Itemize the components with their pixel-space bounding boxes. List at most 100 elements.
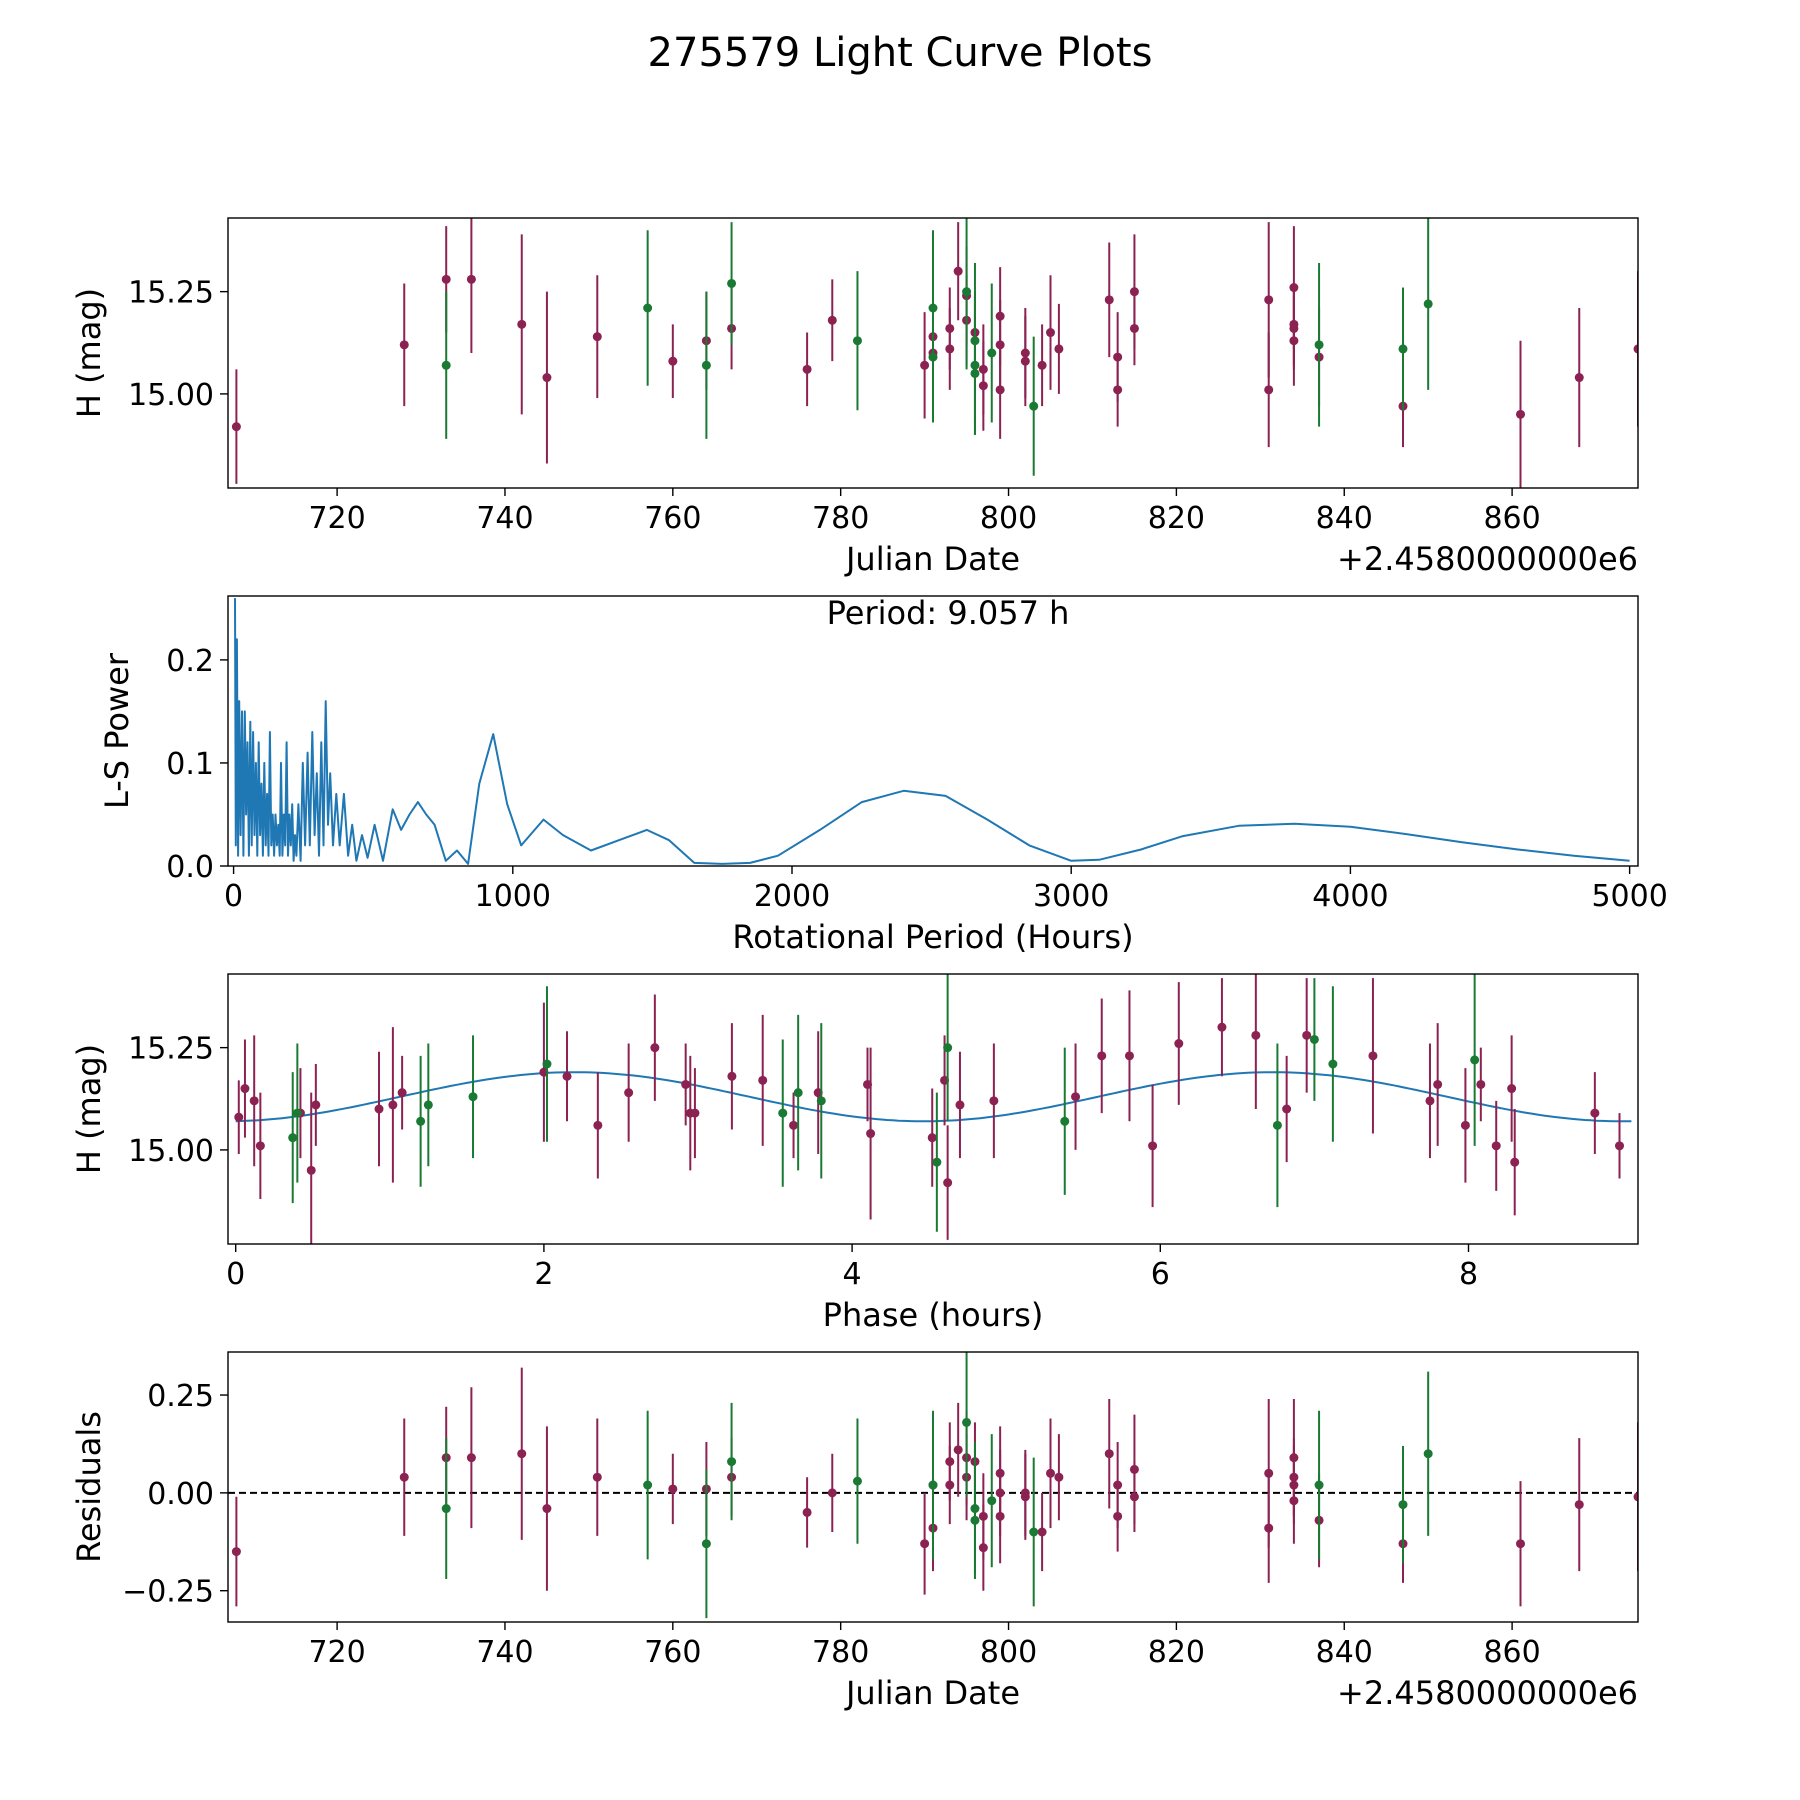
phased-curve-green-point xyxy=(288,1133,298,1143)
phased-curve-red-point xyxy=(1174,1039,1184,1049)
periodogram-ylabel: L-S Power xyxy=(98,652,136,809)
residuals-red-point xyxy=(542,1504,552,1514)
phased-curve-ylabel: H (mag) xyxy=(70,1044,108,1174)
light-curve-green-point xyxy=(1423,299,1433,309)
residuals-xtick-label: 800 xyxy=(980,1635,1037,1670)
periodogram-xtick-label: 2000 xyxy=(754,879,830,914)
residuals-red-point xyxy=(399,1472,409,1482)
residuals-red-point xyxy=(827,1488,837,1498)
residuals-xtick-label: 820 xyxy=(1148,1635,1205,1670)
phased-curve-red-point xyxy=(234,1112,244,1122)
light-curve-red-point xyxy=(995,385,1005,395)
phased-curve-ytick-label: 15.00 xyxy=(128,1134,214,1169)
residuals-green-point xyxy=(701,1539,711,1549)
light-curve-red-point xyxy=(827,315,837,325)
residuals-red-point xyxy=(466,1453,476,1463)
residuals-ytick-label: −0.25 xyxy=(122,1575,214,1610)
residuals-xtick-label: 720 xyxy=(308,1635,365,1670)
light-curve-red-point xyxy=(466,274,476,284)
light-curve-frame xyxy=(227,217,1639,489)
phased-curve-red-point xyxy=(1507,1084,1517,1094)
residuals-red-point xyxy=(668,1484,678,1494)
phased-curve-green-point xyxy=(1272,1120,1282,1130)
light-curve-red-point xyxy=(592,332,602,342)
light-curve-red-point xyxy=(953,266,963,276)
phased-curve-red-point xyxy=(1302,1030,1312,1040)
light-curve-xtick-label: 860 xyxy=(1483,501,1540,536)
phased-curve-red-point xyxy=(562,1071,572,1081)
light-curve-red-point xyxy=(920,360,930,370)
light-curve-xtick-label: 760 xyxy=(644,501,701,536)
residuals-red-point xyxy=(1054,1472,1064,1482)
phased-curve-green-point xyxy=(423,1100,433,1110)
light-curve-xtick-label: 800 xyxy=(980,501,1037,536)
phased-curve-green-point xyxy=(416,1116,426,1126)
periodogram-xtick-label: 5000 xyxy=(1591,879,1667,914)
light-curve-green-point xyxy=(1029,401,1039,411)
light-curve-green-point xyxy=(441,360,451,370)
residuals-xtick-label: 780 xyxy=(812,1635,869,1670)
residuals-red-point xyxy=(1037,1527,1047,1537)
residuals-red-point xyxy=(1264,1523,1274,1533)
periodogram-ticks: 0 1000 2000 3000 4000 5000 0.0 0.1 0.2 xyxy=(166,644,1668,914)
residuals-xtick-label: 840 xyxy=(1316,1635,1373,1670)
phased-curve-red-point xyxy=(311,1100,321,1110)
light-curve-xlabel: Julian Date xyxy=(844,540,1020,578)
phased-curve-frame xyxy=(227,973,1639,1245)
phased-curve-red-point xyxy=(927,1133,937,1143)
light-curve-ylabel: H (mag) xyxy=(70,288,108,418)
phased-curve-marks xyxy=(234,974,1632,1244)
light-curve-red-point xyxy=(399,340,409,350)
phased-curve-red-point xyxy=(255,1141,265,1151)
residuals-green-point xyxy=(928,1480,938,1490)
periodogram-xtick-label: 3000 xyxy=(1033,879,1109,914)
light-curve-green-point xyxy=(727,278,737,288)
phased-curve-green-point xyxy=(1470,1055,1480,1065)
light-curve-green-point xyxy=(701,360,711,370)
light-curve-marks xyxy=(231,218,1638,488)
residuals-green-point xyxy=(441,1504,451,1514)
phased-curve-red-point xyxy=(1251,1030,1261,1040)
residuals-red-point xyxy=(1113,1511,1123,1521)
light-curve-red-point xyxy=(1129,323,1139,333)
phased-curve-red-point xyxy=(727,1071,737,1081)
light-curve-red-point xyxy=(1054,344,1064,354)
light-curve-x-offset: +2.4580000000e6 xyxy=(1337,540,1638,578)
residuals-frame xyxy=(227,1351,1639,1623)
periodogram-panel: 0 1000 2000 3000 4000 5000 0.0 0.1 0.2 Rotationa… xyxy=(98,594,1668,956)
period-annotation: Period: 9.057 h xyxy=(827,594,1070,632)
phased-curve-red-point xyxy=(1425,1096,1435,1106)
residuals-red-point xyxy=(978,1511,988,1521)
periodogram-ytick-label: 0.1 xyxy=(166,747,214,782)
phased-curve-red-point xyxy=(789,1120,799,1130)
residuals-red-point xyxy=(1633,1492,1638,1502)
light-curve-red-point xyxy=(1516,409,1525,419)
residuals-red-point xyxy=(1104,1449,1114,1459)
light-curve-red-point xyxy=(668,356,678,366)
phased-curve-red-point xyxy=(624,1088,634,1098)
phased-curve-red-point xyxy=(681,1079,691,1089)
residuals-green-point xyxy=(852,1476,862,1486)
residuals-red-point xyxy=(920,1539,930,1549)
residuals-green-point xyxy=(1314,1480,1324,1490)
phased-curve-red-point xyxy=(240,1084,250,1094)
light-curve-red-point xyxy=(802,364,812,374)
phased-curve-red-point xyxy=(249,1096,259,1106)
phased-curve-red-point xyxy=(1460,1120,1470,1130)
light-curve-ticks: 720 740 760 780 800 820 840 860 15.00 15.25 xyxy=(128,276,1541,536)
light-curve-red-point xyxy=(231,422,241,432)
light-curve-xtick-label: 740 xyxy=(476,501,533,536)
phased-curve-red-point xyxy=(989,1096,999,1106)
phased-curve-red-point xyxy=(1590,1108,1600,1118)
residuals-green-point xyxy=(643,1480,653,1490)
residuals-xtick-label: 860 xyxy=(1483,1635,1540,1670)
phased-curve-green-point xyxy=(1309,1034,1319,1044)
phased-curve-green-point xyxy=(468,1092,478,1102)
phased-curve-red-point xyxy=(1476,1079,1486,1089)
phased-curve-ytick-label: 15.25 xyxy=(128,1032,214,1067)
light-curve-green-point xyxy=(928,352,938,362)
phased-curve-red-point xyxy=(1510,1157,1520,1167)
light-curve-green-point xyxy=(962,287,972,297)
residuals-green-point xyxy=(987,1496,997,1506)
